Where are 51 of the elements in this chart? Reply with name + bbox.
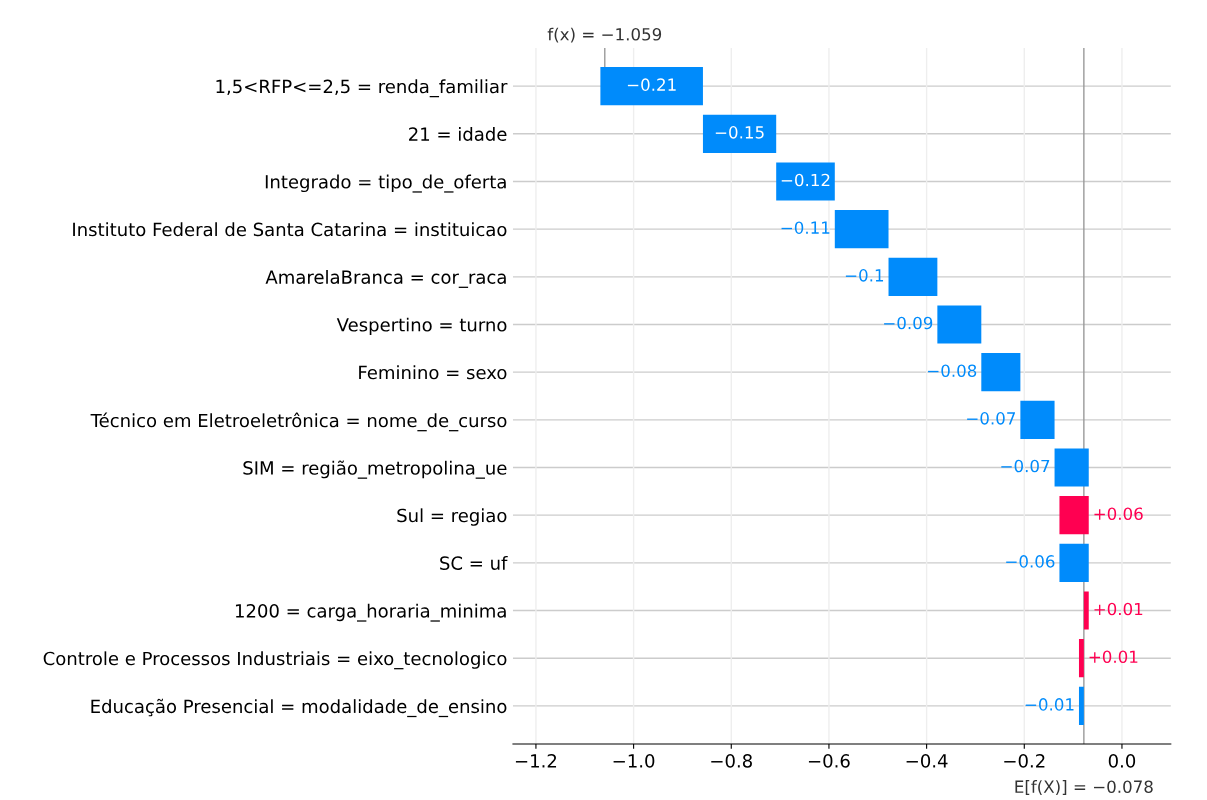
y-tick-label: Instituto Federal de Santa Catarina = instituicao [73,222,507,237]
y-tick-label: Controle e Processos Industriais = eixo_tecnologico [43,651,507,670]
y-tick-label: Integrado = tipo_de_oferta [265,174,506,193]
data-label: −0.06 [1006,555,1055,568]
bar [1078,639,1084,678]
bar [600,67,703,106]
x-tick-label: −0.4 [906,754,948,768]
bar [888,257,938,296]
data-label: −0.12 [781,173,830,187]
bar [834,210,889,249]
y-tick-label: SIM = região_metropolina_ue [243,460,507,479]
data-label: −0.21 [627,78,676,91]
bar [1020,400,1055,439]
x-tick-label: −0.2 [1004,754,1045,768]
data-label: +0.01 [1094,602,1143,616]
bar [981,353,1021,392]
x-tick-label: −0.8 [711,754,752,768]
data-label: +0.06 [1094,507,1143,521]
y-tick-label: SC = uf [440,555,508,570]
data-label: −0.07 [1001,459,1050,473]
x-tick-label: −0.6 [808,754,850,768]
y-tick-label: 1200 = carga_horaria_minima [235,603,506,622]
y-tick-label: Vespertino = turno [336,317,507,336]
ref-line-label: E[f(X)] = −0.078 [1015,780,1153,795]
data-label: −0.1 [845,269,884,282]
x-tick-label: −1.0 [613,754,655,768]
data-label: −0.01 [1025,698,1074,711]
data-label: −0.15 [715,126,764,139]
bar [776,162,835,201]
bar [702,114,777,153]
y-tick-label: 21 = idade [409,126,507,141]
data-label: −0.08 [928,364,977,377]
data-label: −0.09 [884,316,933,330]
ref-line-label: f(x) = −1.059 [547,27,662,43]
y-tick-label: Sul = regiao [397,508,507,526]
bar [937,305,982,344]
bar [1054,448,1089,487]
bar [1083,591,1089,630]
data-label: −0.07 [967,412,1015,425]
bar [1059,543,1089,582]
y-tick-label: Técnico em Eletroeletrônica = nome_de_curso [90,412,507,432]
bar [1078,686,1084,725]
y-tick-label: 1,5<RFP<=2,5 = renda_familiar [216,79,508,98]
y-tick-label: AmarelaBranca = cor_raca [265,269,506,288]
data-label: +0.01 [1089,650,1138,664]
x-tick-label: −1.2 [515,754,557,768]
y-tick-label: Feminino = sexo [359,365,507,380]
y-tick-label: Educação Presencial = modalidade_de_ensino [91,698,507,718]
bar [1059,496,1089,535]
x-tick-label: 0.0 [1108,754,1136,768]
data-label: −0.11 [781,221,830,234]
